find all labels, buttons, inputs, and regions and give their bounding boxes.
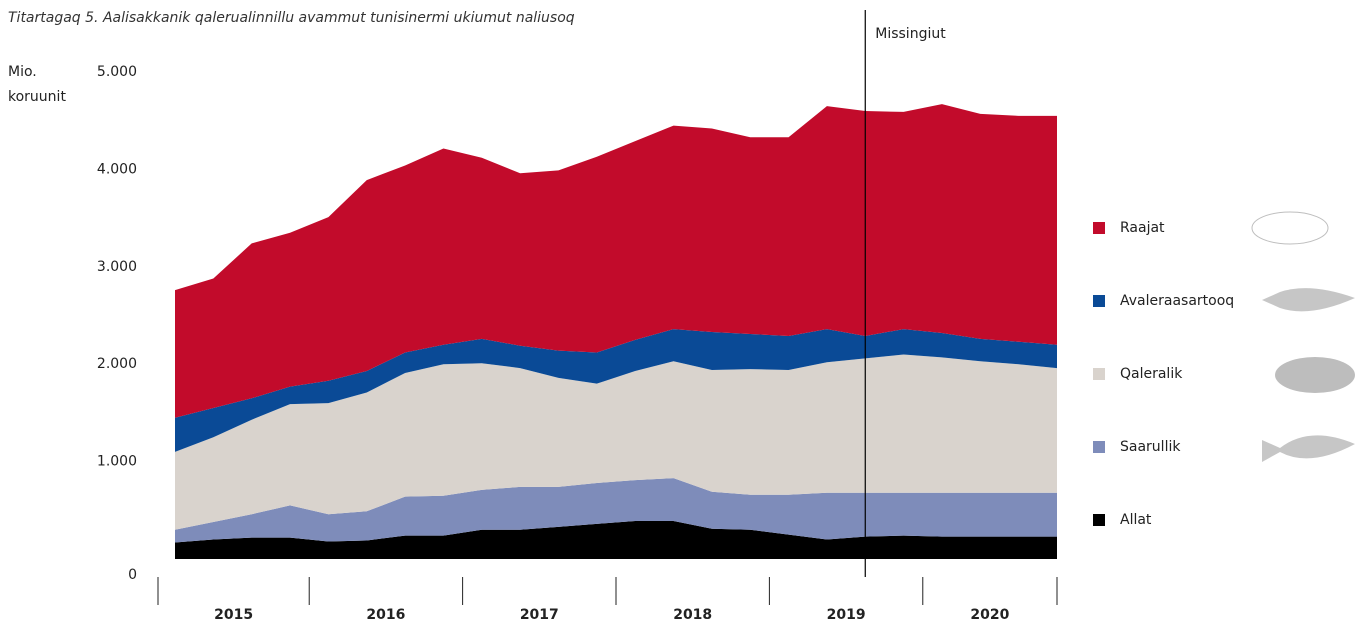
area	[175, 329, 1057, 452]
y-tick-label: 1.000	[97, 454, 137, 470]
legend-swatch	[1093, 441, 1105, 453]
x-tick-label: 2016	[366, 607, 405, 623]
x-tick-label: 2017	[520, 607, 559, 623]
x-tick-label: 2015	[214, 607, 253, 623]
x-tick-label: 2019	[827, 607, 866, 623]
icon	[1251, 211, 1329, 245]
area	[175, 521, 1057, 559]
chart-title: Titartagaq 5. Aalisakkanik qalerualinnil…	[8, 10, 575, 26]
y-axis-label: koruunit	[8, 89, 66, 105]
x-tick-label: 2018	[673, 607, 712, 623]
y-tick-label: 4.000	[97, 161, 137, 177]
y-tick-label: 0	[128, 567, 137, 583]
legend-swatch	[1093, 295, 1105, 307]
icon	[1262, 288, 1355, 312]
area	[175, 478, 1057, 543]
y-tick-label: 3.000	[97, 259, 137, 275]
area	[175, 104, 1057, 418]
icon	[1262, 435, 1355, 462]
y-tick-label: 5.000	[97, 64, 137, 80]
annotation: Missingiut	[875, 26, 946, 42]
legend-swatch	[1093, 368, 1105, 380]
x-tick-label: 2020	[970, 607, 1009, 623]
legend-label: Allat	[1120, 512, 1152, 528]
y-axis-label: Mio.	[8, 64, 37, 80]
y-tick-label: 2.000	[97, 356, 137, 372]
legend-swatch	[1093, 222, 1105, 234]
area	[175, 354, 1057, 530]
legend-label: Saarullik	[1120, 439, 1181, 455]
legend-label: Qaleralik	[1120, 366, 1183, 382]
legend-label: Raajat	[1120, 220, 1165, 236]
icon	[1275, 357, 1355, 393]
legend-label: Avaleraasartooq	[1120, 293, 1234, 309]
legend-swatch	[1093, 514, 1105, 526]
icons	[1251, 211, 1355, 462]
